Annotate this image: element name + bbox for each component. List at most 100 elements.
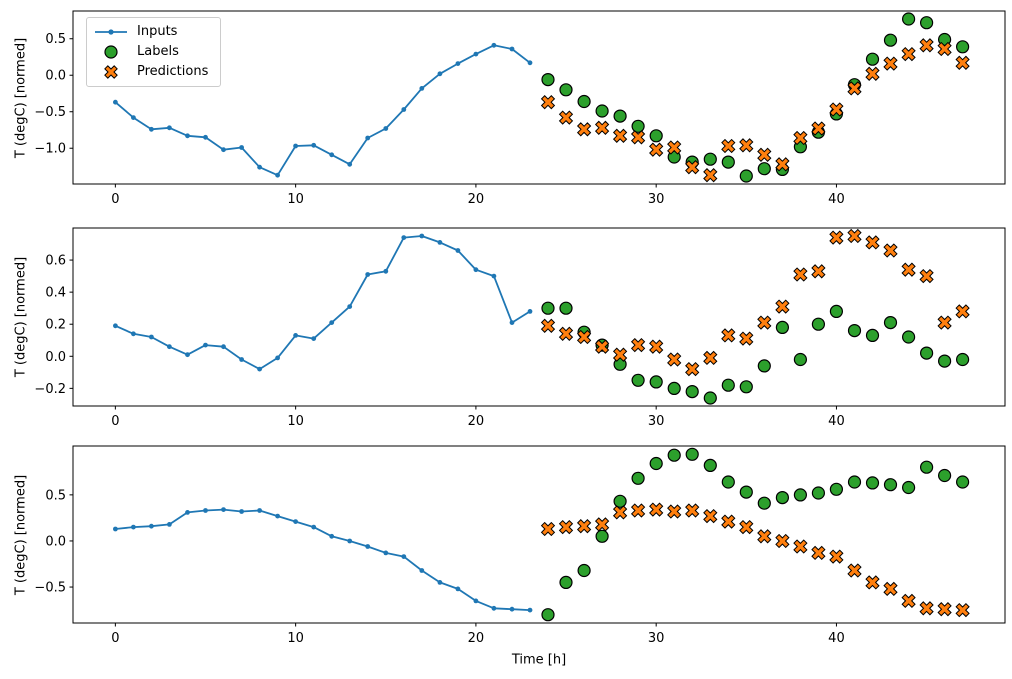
labels-marker [775, 320, 790, 334]
predictions-marker [919, 38, 934, 53]
labels-marker [847, 324, 862, 338]
legend-label-labels: Labels [137, 44, 179, 59]
predictions-marker [612, 505, 628, 520]
predictions-marker [612, 347, 628, 362]
inputs-point [329, 533, 335, 539]
predictions-marker [685, 503, 700, 518]
labels-marker [595, 104, 609, 118]
inputs-point [221, 507, 226, 512]
inputs-point [491, 605, 497, 611]
legend-item-labels: Labels [94, 42, 208, 62]
inputs-point [347, 161, 353, 167]
axes-frame [72, 445, 1006, 624]
inputs-point [455, 586, 461, 592]
labels-marker [901, 330, 916, 344]
predictions-marker [919, 601, 934, 616]
predictions-marker [883, 243, 898, 258]
legend-label-inputs: Inputs [137, 24, 178, 39]
labels-marker [649, 129, 663, 143]
labels-marker [559, 83, 573, 97]
predictions-marker [576, 519, 592, 534]
x-tick-label: 40 [828, 192, 845, 207]
predictions-marker [847, 563, 862, 578]
labels-marker [541, 608, 555, 622]
predictions-marker [775, 533, 790, 549]
inputs-point [437, 71, 443, 77]
x-tick-label: 30 [648, 414, 665, 429]
predictions-marker [649, 142, 664, 157]
y-axis-label-subplot-1: T (degC) [normed] [13, 37, 29, 159]
inputs-point [329, 152, 335, 158]
inputs-point [527, 60, 533, 66]
y-tick-label: −1.0 [34, 142, 66, 157]
predictions-marker [847, 81, 862, 96]
inputs-point [401, 107, 407, 112]
labels-marker [919, 16, 934, 30]
inputs-point [455, 248, 461, 253]
inputs-point [113, 323, 118, 329]
x-tick-label: 0 [111, 192, 119, 207]
x-tick-label: 20 [468, 192, 485, 207]
predictions-marker [612, 128, 628, 143]
inputs-point [275, 172, 280, 178]
predictions-marker [558, 519, 574, 535]
predictions-marker [775, 299, 790, 314]
inputs-point [455, 61, 461, 66]
x-tick-label: 20 [468, 631, 485, 646]
x-tick-label: 40 [828, 631, 845, 646]
predictions-marker [847, 228, 862, 244]
predictions-marker [558, 326, 574, 341]
inputs-point [203, 508, 208, 513]
predictions-marker [703, 350, 718, 366]
labels-marker [631, 373, 645, 387]
labels-marker [721, 155, 735, 169]
y-tick-label: 0.6 [45, 254, 66, 269]
inputs-point [257, 366, 262, 372]
labels-marker [865, 476, 880, 490]
labels-marker [667, 381, 681, 395]
predictions-marker [558, 110, 574, 125]
predictions-marker [901, 262, 916, 277]
inputs-point [365, 135, 371, 141]
labels-marker [901, 12, 916, 26]
inputs-point [149, 523, 154, 529]
inputs-line [115, 235, 531, 370]
predictions-marker [721, 514, 736, 529]
labels-marker [649, 375, 663, 389]
inputs-point [491, 42, 497, 48]
labels-marker [559, 301, 573, 315]
x-tick-label: 0 [111, 414, 119, 429]
axes-frame [72, 227, 1006, 407]
labels-marker [829, 482, 844, 496]
predictions-marker [919, 268, 934, 284]
labels-marker [739, 485, 753, 499]
inputs-point [311, 336, 317, 341]
labels-marker [847, 475, 862, 489]
inputs-point [527, 607, 533, 613]
predictions-marker [811, 121, 826, 136]
labels-marker [739, 169, 753, 183]
inputs-point [131, 115, 136, 120]
predictions-marker [630, 337, 646, 353]
inputs-point [509, 606, 515, 612]
inputs-point [221, 147, 226, 153]
subplot-1: 0.5 0.0 −0.5 −1.0 0 10 20 30 40 [34, 10, 1006, 207]
inputs-point [293, 143, 298, 149]
inputs-point [365, 544, 371, 549]
labels-marker [793, 352, 808, 367]
predictions-marker [739, 138, 754, 153]
labels-marker [811, 486, 826, 500]
inputs-point [401, 235, 407, 241]
predictions-marker [540, 95, 556, 110]
predictions-marker [703, 168, 718, 183]
inputs-point [221, 344, 226, 350]
predictions-marker [865, 66, 880, 81]
predictions-marker [721, 328, 736, 343]
predictions-marker [721, 138, 736, 154]
y-tick-label: 0.0 [45, 69, 66, 84]
labels-marker [775, 491, 790, 505]
inputs-point [437, 580, 443, 585]
predictions-marker [594, 517, 610, 532]
inputs-line [114, 44, 531, 177]
predictions-marker [649, 502, 664, 517]
